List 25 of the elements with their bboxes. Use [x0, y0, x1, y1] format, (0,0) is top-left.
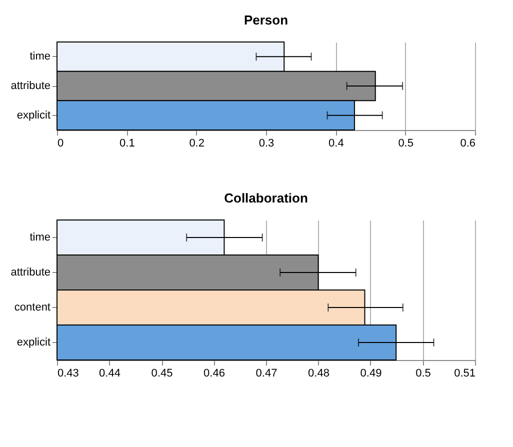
x-tick-label: 0.48	[308, 368, 330, 380]
y-tick-label: explicit	[16, 336, 50, 348]
x-tick-label: 0.47	[256, 368, 278, 380]
y-tick-label: time	[30, 232, 50, 244]
y-tick-label: explicit	[16, 109, 50, 122]
x-tick-label: 0	[58, 138, 64, 150]
y-tick-label: time	[30, 50, 50, 63]
x-tick-label: 0.43	[58, 368, 79, 380]
x-tick-label: 0.2	[189, 138, 204, 150]
y-tick-label: attribute	[10, 266, 50, 278]
y-tick-label: attribute	[10, 80, 50, 92]
x-tick-label: 0.45	[151, 368, 173, 380]
y-tick-label: content	[14, 302, 50, 314]
x-tick-label: 0.49	[360, 368, 382, 380]
chart-title: Person	[244, 12, 288, 28]
x-tick-label: 0.3	[258, 138, 274, 150]
x-tick-label: 0.44	[99, 368, 120, 380]
x-tick-label: 0.4	[328, 138, 344, 150]
x-tick-label: 0.5	[416, 368, 431, 380]
x-tick-label: 0.5	[398, 138, 414, 150]
x-tick-label: 0.1	[120, 138, 135, 150]
x-tick-label: 0.6	[460, 138, 476, 150]
x-tick-label: 0.46	[204, 368, 225, 380]
x-tick-label: 0.51	[454, 368, 476, 380]
chart-title: Collaboration	[224, 190, 308, 206]
